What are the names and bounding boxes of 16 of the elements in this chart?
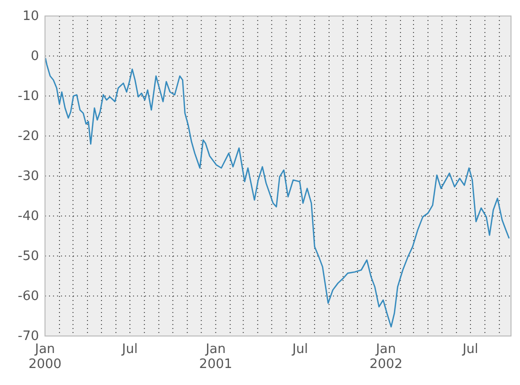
x-tick-label: Jul	[121, 342, 138, 358]
y-tick-label: 10	[22, 9, 39, 24]
y-tick-label: -60	[18, 289, 39, 304]
x-tick-label: Jul	[462, 342, 478, 358]
y-tick-label: 0	[30, 49, 39, 64]
y-tick-label: -30	[18, 169, 39, 184]
x-tick-label: Jan 2000	[28, 342, 62, 372]
x-tick-label: Jan 2001	[199, 342, 232, 372]
y-tick-label: -50	[18, 249, 39, 264]
y-tick-label: -40	[18, 209, 39, 224]
y-tick-label: -10	[18, 89, 39, 104]
x-tick-label: Jul	[291, 342, 308, 358]
line-series	[44, 58, 510, 328]
x-tick-label: Jan 2002	[369, 342, 403, 372]
y-tick-label: -20	[18, 129, 39, 144]
y-tick-label: -70	[18, 329, 39, 344]
